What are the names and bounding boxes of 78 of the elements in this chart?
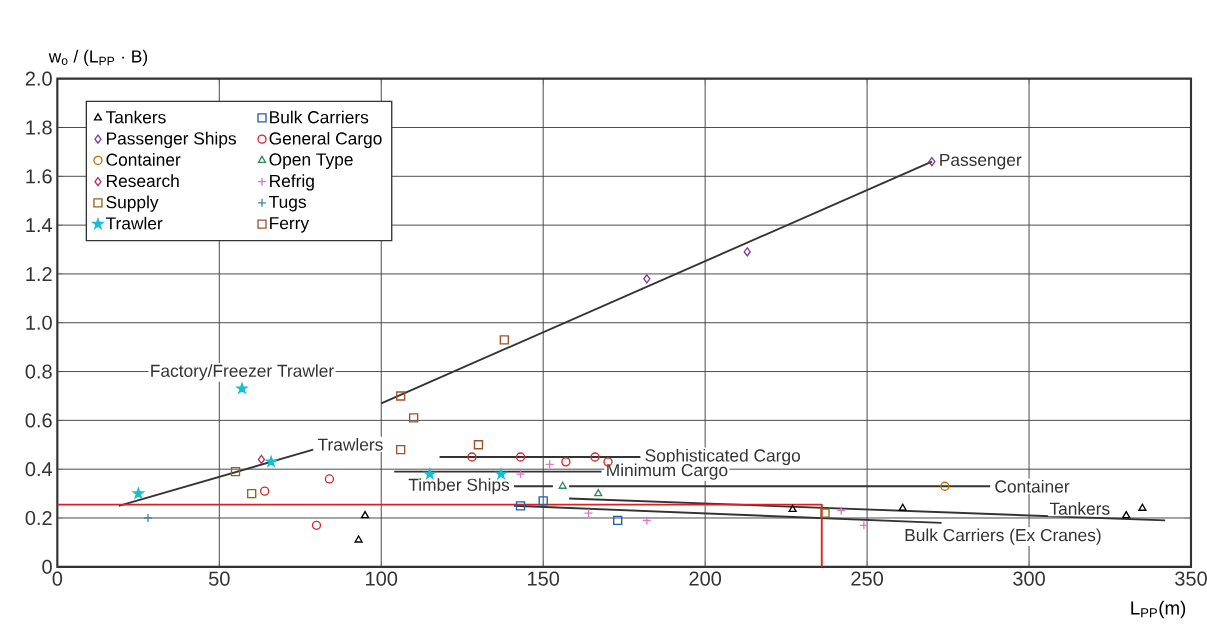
y-tick-label: 2.0 [25,71,52,86]
legend-label: Trawler [105,216,163,230]
point [354,535,363,543]
y-tick-label: 0 [42,559,52,574]
x-tick-label: 50 [208,571,230,586]
legend-label: Open Type [269,153,353,170]
annotation: Factory/Freezer Trawler [151,364,334,381]
legend-label: Ferry [270,217,310,233]
x-tick-label: 150 [528,571,560,586]
legend-label: Refrig [270,174,314,191]
x-tick-label: 200 [689,571,722,586]
point [259,486,270,496]
series-label: Trawlers [317,438,383,451]
y-tick-label: 1.6 [26,169,52,184]
point [396,391,406,401]
point [1138,503,1147,511]
point [515,469,526,479]
x-tick-label: 0 [52,571,63,586]
y-tick-label: 1.8 [26,120,52,135]
y-tick-label: 0.4 [25,462,53,477]
point [230,467,241,477]
point [940,481,950,492]
series-label: Tankers [1049,502,1110,515]
series-label: Timber Ships [408,478,510,495]
series-label: Passenger [940,153,1022,170]
point [515,452,526,462]
legend-label: Passenger Ships [107,131,237,149]
y-tick-label: 1.0 [26,315,52,330]
x-tick-label: 350 [1175,571,1207,586]
legend-label: Tugs [269,195,306,212]
x-tick-label: 250 [851,571,883,586]
legend-label: General Cargo [269,131,382,149]
point [467,452,477,462]
point [538,496,548,506]
point [311,520,322,531]
series-label: Minimum Cargo [607,463,728,480]
point [1122,510,1131,519]
legend-label: Supply [106,195,159,212]
point [360,510,370,519]
legend-label: Tankers [105,110,166,124]
point [743,247,751,257]
point [820,508,830,518]
point [247,489,257,499]
point [473,440,484,450]
legend-label: Research [107,174,179,188]
y-tick-label: 0.2 [25,510,52,526]
legend-label: Container [106,153,181,166]
legend-label: Bulk Carriers [270,110,369,124]
point [642,515,652,526]
point [324,474,335,484]
point [396,445,406,455]
point [257,454,266,465]
point [898,503,907,511]
y-tick-label: 0.6 [25,413,52,428]
x-tick-label: 100 [366,571,398,586]
point [928,157,936,167]
point [408,413,419,423]
series-label: Bulk Carriers (Ex Cranes) [905,528,1101,545]
point [499,335,510,345]
x-tick-label: 300 [1013,571,1045,586]
point [859,520,869,531]
point [583,508,594,518]
y-tick-label: 0.8 [25,364,52,379]
series-label: Container [995,479,1070,493]
point [594,489,603,497]
point [143,513,153,523]
x-axis-title: L$_{PP}$(m) [1131,600,1186,619]
point [788,504,797,513]
y-tick-label: 1.4 [26,218,53,233]
point [643,274,651,284]
y-axis-title: w$_{o}$ / (L$_{PP}$ · B) [48,49,148,67]
point [236,382,248,394]
point [613,515,623,526]
point [561,457,571,467]
point [515,501,526,511]
point [558,481,567,490]
point [590,452,600,462]
y-tick-label: 1.2 [26,267,52,281]
